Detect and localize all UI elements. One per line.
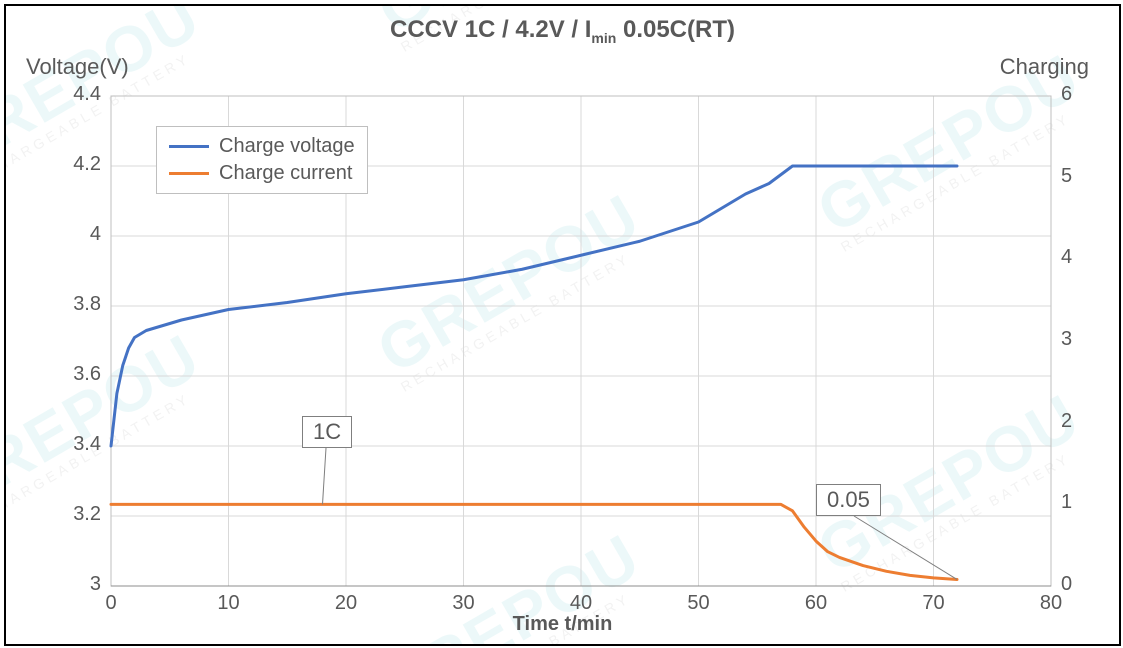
y-left-axis-label: Voltage(V)	[26, 54, 129, 80]
legend-label: Charge voltage	[219, 135, 355, 158]
x-axis-label: Time t/min	[6, 613, 1119, 636]
y-right-tick-label: 5	[1061, 165, 1072, 188]
watermark-instance: GREPOURECHARGEABLE BATTERY	[1105, 209, 1121, 425]
y-left-tick-label: 4	[90, 223, 101, 246]
chart-title: CCCV 1C / 4.2V / Imin 0.05C(RT)	[6, 16, 1119, 46]
legend-swatch	[169, 172, 209, 175]
legend-item: Charge voltage	[169, 133, 355, 160]
x-tick-label: 10	[214, 592, 244, 615]
y-right-tick-label: 1	[1061, 491, 1072, 514]
title-pre: CCCV 1C / 4.2V / I	[390, 16, 591, 43]
x-tick-label: 70	[919, 592, 949, 615]
x-tick-label: 60	[801, 592, 831, 615]
watermark-logo: GREPOU	[1105, 210, 1121, 417]
y-left-tick-label: 4.2	[73, 153, 101, 176]
callout-box: 1C	[302, 416, 352, 448]
legend-swatch	[169, 145, 209, 148]
y-left-tick-label: 4.4	[73, 83, 101, 106]
y-right-tick-label: 3	[1061, 328, 1072, 351]
y-right-tick-label: 2	[1061, 410, 1072, 433]
title-post: 0.05C(RT)	[616, 16, 735, 43]
title-sub: min	[591, 30, 616, 46]
legend-item: Charge current	[169, 160, 355, 187]
y-left-tick-label: 3.6	[73, 363, 101, 386]
callout-box: 0.05	[816, 484, 881, 516]
y-left-tick-label: 3.2	[73, 503, 101, 526]
x-tick-label: 20	[331, 592, 361, 615]
chart-container: GREPOURECHARGEABLE BATTERYGREPOURECHARGE…	[4, 4, 1121, 646]
x-tick-label: 30	[449, 592, 479, 615]
y-right-tick-label: 6	[1061, 83, 1072, 106]
x-tick-label: 40	[566, 592, 596, 615]
legend: Charge voltage Charge current	[156, 126, 368, 194]
x-tick-label: 50	[684, 592, 714, 615]
y-right-tick-label: 4	[1061, 246, 1072, 269]
y-left-tick-label: 3	[90, 573, 101, 596]
legend-label: Charge current	[219, 162, 352, 185]
y-left-tick-label: 3.4	[73, 433, 101, 456]
y-left-tick-label: 3.8	[73, 293, 101, 316]
y-right-tick-label: 0	[1061, 573, 1072, 596]
y-right-axis-label: Charging	[1000, 54, 1089, 80]
